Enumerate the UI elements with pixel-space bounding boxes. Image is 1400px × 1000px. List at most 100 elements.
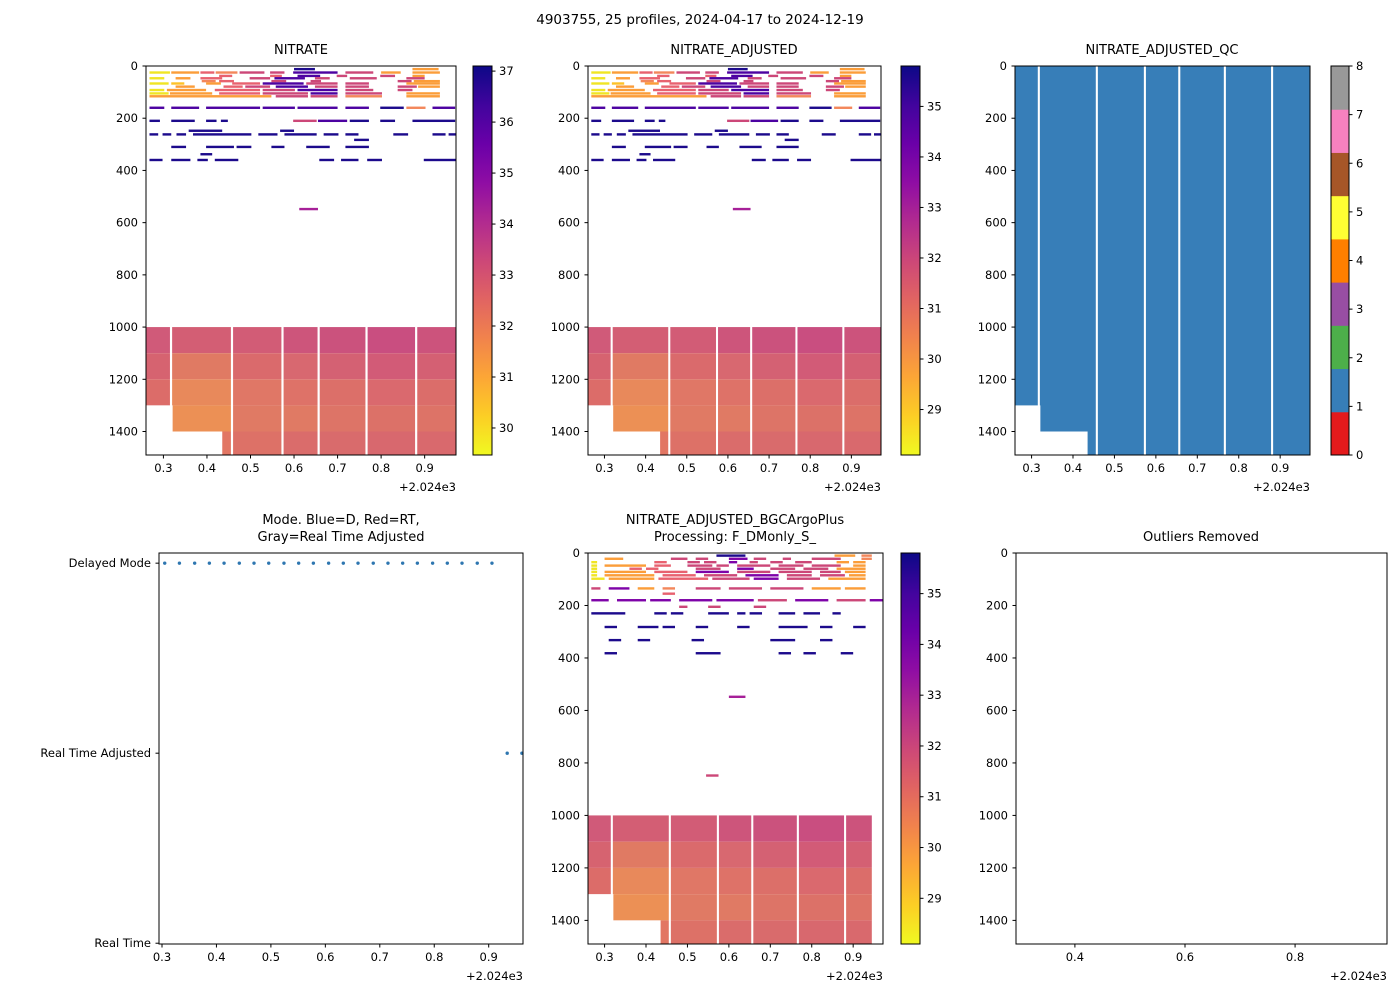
mode-dot [505, 751, 509, 755]
dash-mark [874, 133, 881, 136]
dash-mark [836, 560, 850, 564]
dash-mark [825, 88, 840, 92]
mode-dot [177, 561, 182, 565]
dash-mark [657, 92, 696, 95]
y-tick-label: 0 [131, 59, 138, 73]
dash-mark [306, 145, 330, 149]
dash-mark [611, 82, 625, 85]
dash-mark [611, 119, 635, 123]
y-tick-label: 200 [558, 598, 580, 612]
dash-mark [698, 92, 742, 95]
dash-mark [591, 567, 598, 570]
dash-mark [637, 625, 659, 629]
dash-mark [828, 577, 866, 580]
panel-title-nitrate: NITRATE [273, 43, 329, 58]
dash-mark [644, 82, 659, 85]
dash-mark [695, 570, 729, 574]
dash-mark [687, 564, 713, 567]
block-cell [718, 841, 752, 868]
dash-mark [662, 574, 696, 577]
dash-mark [737, 567, 754, 570]
dash-mark [380, 106, 404, 109]
dash-mark [637, 587, 655, 590]
block-cell [417, 405, 456, 432]
block-cell [753, 841, 797, 868]
colorbar-tick-label: 4 [1356, 254, 1363, 268]
dash-mark [206, 106, 261, 109]
dash-mark [219, 92, 261, 95]
y-tick-label: 1400 [979, 913, 1008, 927]
block-cell [588, 327, 611, 354]
dash-mark [768, 74, 779, 78]
dash-mark [784, 138, 799, 142]
y-tick-label: 800 [558, 756, 580, 770]
colorbar-tick-label: 7 [1356, 108, 1363, 122]
dash-mark [803, 612, 821, 615]
dash-mark [249, 77, 271, 80]
block-cell [718, 353, 751, 380]
block-cell [753, 867, 797, 895]
block-cell [670, 353, 716, 380]
dash-mark [406, 77, 425, 80]
dash-mark [770, 587, 804, 590]
x-tick-label: 0.9 [480, 950, 498, 964]
block-cell [798, 815, 845, 842]
dash-mark [844, 570, 866, 574]
x-tick-label: 0.6 [285, 461, 303, 475]
dash-mark [698, 106, 729, 109]
dash-mark [834, 82, 866, 85]
block-cell [797, 431, 843, 455]
block-cell [612, 353, 669, 380]
x-tick-label: 0.4 [198, 461, 216, 475]
dash-mark [861, 557, 872, 560]
mode-dot [222, 561, 226, 565]
block-cell [798, 894, 845, 921]
dash-mark [662, 625, 676, 629]
x-tick-label: 0.5 [678, 950, 696, 964]
dash-mark [636, 158, 647, 162]
dash-mark [591, 599, 609, 602]
colorbar-tick-label: 5 [1356, 205, 1363, 219]
qc-column [1097, 66, 1144, 455]
block-cutout [1014, 405, 1041, 456]
colorbar-frame-bgc [900, 552, 921, 945]
dash-mark [836, 599, 866, 602]
dash-mark [698, 82, 737, 85]
block-cell [670, 327, 716, 354]
dash-mark [245, 85, 271, 88]
dash-mark [778, 570, 812, 574]
dash-mark [262, 106, 295, 109]
dash-mark [629, 567, 642, 570]
dash-mark [669, 82, 696, 85]
x-tick-label: 0.6 [719, 461, 737, 475]
dash-mark [716, 554, 746, 557]
dash-mark [412, 119, 456, 123]
dash-mark [644, 145, 672, 149]
mode-dot [371, 561, 375, 565]
dash-mark [591, 71, 611, 74]
x-tick-label: 0.9 [1271, 461, 1289, 475]
y-tick-label: 1200 [978, 372, 1007, 386]
x-tick-label: 0.5 [1105, 461, 1123, 475]
colorbar-tick-label: 2 [1356, 351, 1363, 365]
dash-mark [418, 85, 440, 88]
dash-mark [832, 612, 841, 615]
dash-mark [743, 79, 754, 83]
block-cell [588, 379, 611, 406]
dash-mark [637, 638, 651, 642]
block-cell [367, 431, 416, 455]
dash-mark [314, 85, 338, 88]
dash-mark [206, 119, 217, 123]
block-cell [146, 327, 170, 354]
x-tick-label: 0.8 [372, 461, 390, 475]
dash-mark [858, 133, 872, 136]
dash-mark [262, 82, 304, 85]
x-axis-offset-label: +2.024e3 [466, 969, 523, 983]
dash-mark [670, 557, 688, 560]
dash-mark [797, 158, 812, 162]
colorbar-tick-label: 30 [927, 352, 942, 366]
dash-mark [753, 577, 779, 580]
dash-mark [853, 625, 866, 629]
dash-mark [201, 79, 216, 83]
colorbar-tick-label: 32 [927, 251, 942, 265]
